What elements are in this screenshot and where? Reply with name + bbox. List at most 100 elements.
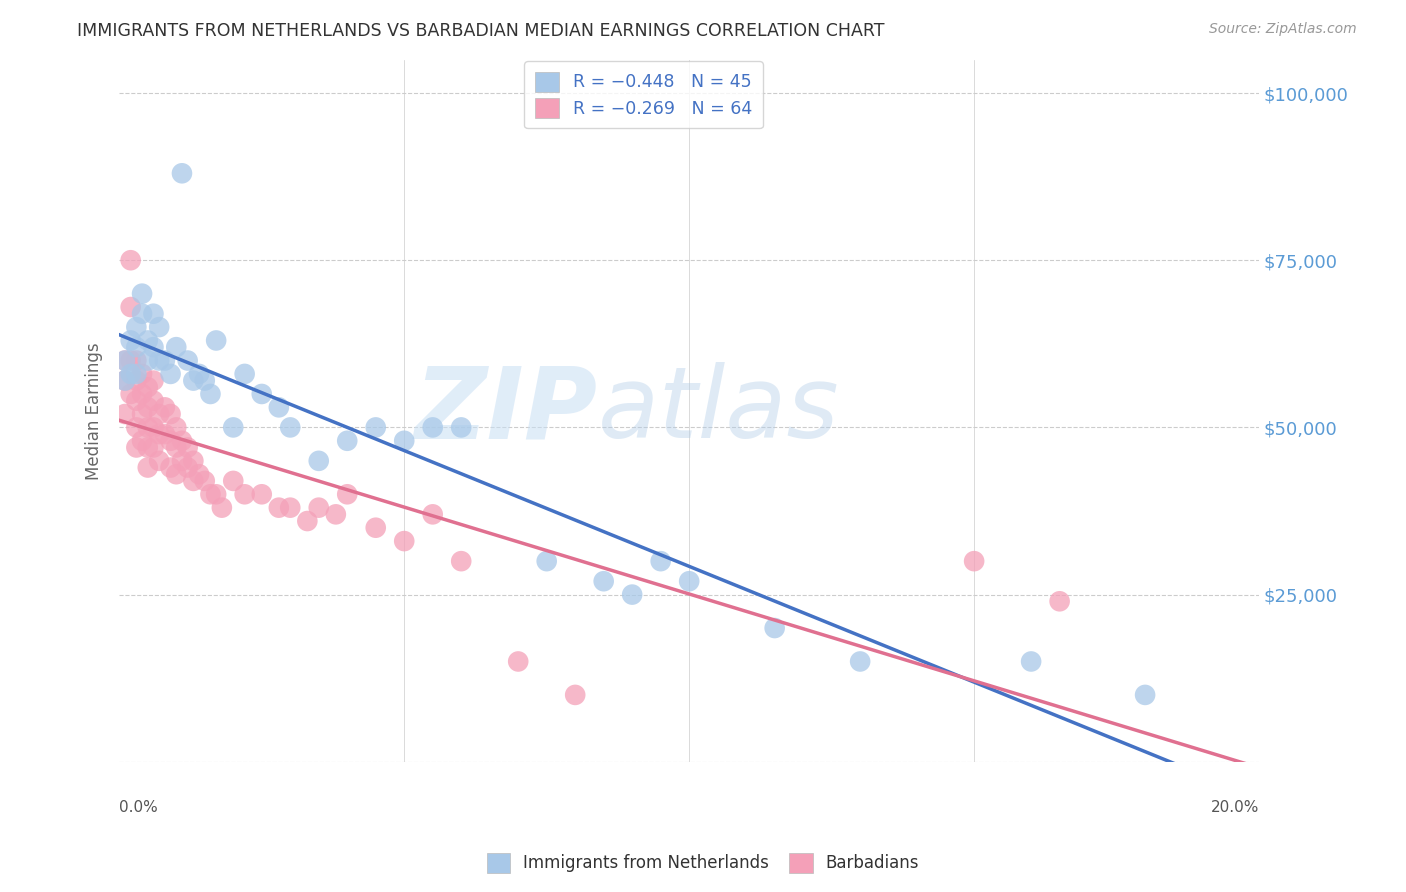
Point: [125, 374, 148, 388]
Point: [153, 401, 176, 415]
Point: [336, 434, 359, 448]
Point: [165, 420, 187, 434]
Point: [183, 374, 205, 388]
Point: [170, 454, 193, 468]
Point: [222, 420, 245, 434]
Point: [159, 367, 181, 381]
Point: [125, 353, 148, 368]
Point: [120, 353, 142, 368]
Point: [165, 467, 187, 482]
Point: [120, 334, 142, 348]
Point: [188, 467, 211, 482]
Text: 20.0%: 20.0%: [1211, 800, 1260, 815]
Point: [194, 474, 217, 488]
Point: [450, 420, 472, 434]
Point: [114, 374, 136, 388]
Point: [136, 401, 159, 415]
Point: [364, 420, 387, 434]
Point: [621, 588, 644, 602]
Point: [394, 434, 416, 448]
Text: IMMIGRANTS FROM NETHERLANDS VS BARBADIAN MEDIAN EARNINGS CORRELATION CHART: IMMIGRANTS FROM NETHERLANDS VS BARBADIAN…: [77, 22, 884, 40]
Legend: R = −0.448   N = 45, R = −0.269   N = 64: R = −0.448 N = 45, R = −0.269 N = 64: [524, 62, 762, 128]
Point: [564, 688, 586, 702]
Point: [114, 407, 136, 421]
Point: [297, 514, 319, 528]
Point: [422, 420, 444, 434]
Text: atlas: atlas: [598, 362, 839, 459]
Point: [1049, 594, 1071, 608]
Y-axis label: Median Earnings: Median Earnings: [86, 342, 103, 480]
Point: [849, 655, 872, 669]
Point: [308, 500, 330, 515]
Point: [267, 500, 290, 515]
Point: [131, 434, 153, 448]
Point: [136, 441, 159, 455]
Point: [165, 441, 187, 455]
Point: [188, 367, 211, 381]
Point: [125, 320, 148, 334]
Point: [963, 554, 986, 568]
Point: [142, 307, 165, 321]
Point: [131, 307, 153, 321]
Point: [450, 554, 472, 568]
Point: [364, 521, 387, 535]
Point: [278, 500, 301, 515]
Point: [125, 393, 148, 408]
Point: [1019, 655, 1042, 669]
Point: [222, 474, 245, 488]
Text: ZIP: ZIP: [415, 362, 598, 459]
Point: [142, 393, 165, 408]
Point: [176, 353, 198, 368]
Point: [508, 655, 530, 669]
Point: [592, 574, 614, 589]
Point: [114, 353, 136, 368]
Point: [142, 420, 165, 434]
Point: [120, 300, 142, 314]
Point: [422, 508, 444, 522]
Point: [142, 340, 165, 354]
Point: [250, 387, 273, 401]
Point: [148, 407, 170, 421]
Legend: Immigrants from Netherlands, Barbadians: Immigrants from Netherlands, Barbadians: [479, 847, 927, 880]
Point: [250, 487, 273, 501]
Point: [159, 407, 181, 421]
Point: [136, 353, 159, 368]
Point: [131, 286, 153, 301]
Point: [131, 367, 153, 381]
Point: [170, 434, 193, 448]
Point: [148, 320, 170, 334]
Point: [159, 460, 181, 475]
Point: [394, 534, 416, 549]
Point: [267, 401, 290, 415]
Point: [136, 460, 159, 475]
Point: [148, 454, 170, 468]
Point: [125, 367, 148, 381]
Point: [148, 427, 170, 442]
Point: [120, 367, 142, 381]
Point: [125, 420, 148, 434]
Point: [176, 441, 198, 455]
Point: [170, 166, 193, 180]
Point: [125, 441, 148, 455]
Point: [233, 367, 256, 381]
Point: [159, 434, 181, 448]
Text: 0.0%: 0.0%: [120, 800, 157, 815]
Point: [200, 387, 222, 401]
Point: [678, 574, 700, 589]
Point: [650, 554, 672, 568]
Point: [536, 554, 558, 568]
Point: [278, 420, 301, 434]
Point: [153, 427, 176, 442]
Point: [142, 441, 165, 455]
Point: [136, 334, 159, 348]
Point: [1133, 688, 1156, 702]
Point: [205, 334, 228, 348]
Point: [325, 508, 347, 522]
Point: [183, 454, 205, 468]
Point: [148, 353, 170, 368]
Point: [114, 353, 136, 368]
Point: [120, 387, 142, 401]
Point: [205, 487, 228, 501]
Point: [120, 253, 142, 268]
Point: [336, 487, 359, 501]
